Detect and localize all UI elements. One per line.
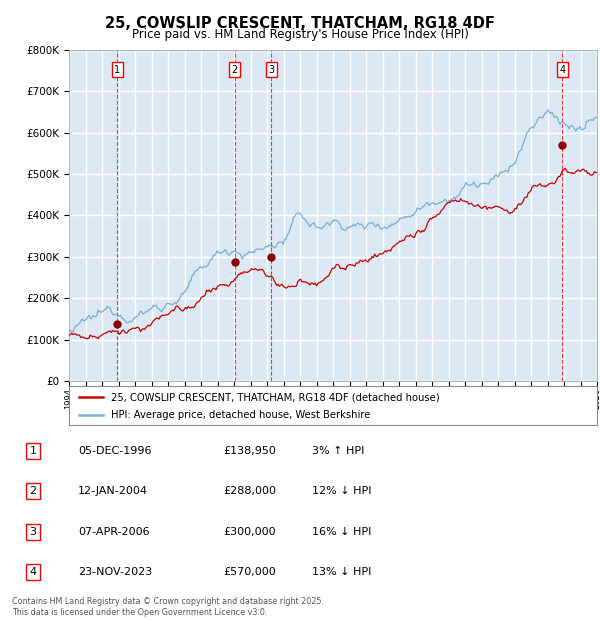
- Text: 13% ↓ HPI: 13% ↓ HPI: [312, 567, 371, 577]
- Text: 3: 3: [268, 64, 275, 74]
- Text: 3% ↑ HPI: 3% ↑ HPI: [312, 446, 364, 456]
- Text: 07-APR-2006: 07-APR-2006: [78, 526, 149, 537]
- Text: Contains HM Land Registry data © Crown copyright and database right 2025.
This d: Contains HM Land Registry data © Crown c…: [12, 598, 324, 617]
- Text: 2: 2: [29, 486, 37, 497]
- Text: 1: 1: [114, 64, 120, 74]
- Text: HPI: Average price, detached house, West Berkshire: HPI: Average price, detached house, West…: [111, 410, 371, 420]
- Text: 2: 2: [232, 64, 238, 74]
- Text: Price paid vs. HM Land Registry's House Price Index (HPI): Price paid vs. HM Land Registry's House …: [131, 28, 469, 41]
- Text: 12-JAN-2004: 12-JAN-2004: [78, 486, 148, 497]
- Text: 12% ↓ HPI: 12% ↓ HPI: [312, 486, 371, 497]
- Text: 25, COWSLIP CRESCENT, THATCHAM, RG18 4DF: 25, COWSLIP CRESCENT, THATCHAM, RG18 4DF: [105, 16, 495, 30]
- Text: 16% ↓ HPI: 16% ↓ HPI: [312, 526, 371, 537]
- Text: 3: 3: [29, 526, 37, 537]
- Text: £300,000: £300,000: [223, 526, 276, 537]
- Text: 05-DEC-1996: 05-DEC-1996: [78, 446, 151, 456]
- Text: 1: 1: [29, 446, 37, 456]
- Text: £138,950: £138,950: [223, 446, 276, 456]
- Text: 23-NOV-2023: 23-NOV-2023: [78, 567, 152, 577]
- Text: £288,000: £288,000: [223, 486, 276, 497]
- Text: 4: 4: [559, 64, 565, 74]
- Text: 25, COWSLIP CRESCENT, THATCHAM, RG18 4DF (detached house): 25, COWSLIP CRESCENT, THATCHAM, RG18 4DF…: [111, 392, 440, 402]
- Text: £570,000: £570,000: [223, 567, 276, 577]
- Text: 4: 4: [29, 567, 37, 577]
